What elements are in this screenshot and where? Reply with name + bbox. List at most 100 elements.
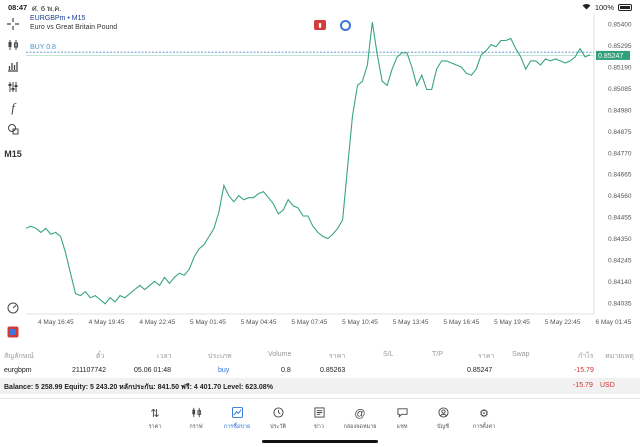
buy-order-label[interactable]: BUY 0.8 [30,44,56,51]
y-tick-label: 0.84875 [608,129,632,136]
nav-news[interactable]: ข่าว [297,407,341,431]
table-header: สัญลักษณ์ ตั๋ว เวลา ประเภท Volume ราคา S… [0,348,640,362]
col-type: ประเภท [208,353,232,360]
col-symbol: สัญลักษณ์ [4,353,34,360]
nav-quotes[interactable]: ⇅ ราคา [133,407,177,431]
row-volume: 0.8 [281,367,291,374]
x-tick-label: 5 May 01:45 [190,319,226,326]
x-tick-label: 5 May 22:45 [545,319,581,326]
chat-icon [380,407,424,421]
battery-icon [618,4,632,11]
wifi-icon [582,3,591,12]
clock: 08:47 [8,3,28,12]
nav-settings-label: การตั้งค่า [472,424,496,430]
chart-badges: ▮ [314,20,351,31]
y-tick-label: 0.85190 [608,65,632,72]
history-clock-icon [256,407,300,421]
signal-ring-icon[interactable] [340,20,351,31]
chart-toolbar: f M15 [0,14,26,344]
nav-quotes-label: ราคา [148,424,162,430]
bars-chart-icon[interactable] [4,58,22,74]
row-open-price: 0.85263 [320,367,346,374]
nav-history-label: ประวัติ [269,424,287,430]
positions-table: สัญลักษณ์ ตั๋ว เวลา ประเภท Volume ราคา S… [0,348,640,396]
arrows-updown-icon: ⇅ [150,408,160,420]
x-tick-label: 4 May 16:45 [38,319,74,326]
row-current-price: 0.85247 [467,367,493,374]
nav-account-label: บัญชี [437,424,449,430]
price-chart[interactable]: EURGBPm • M15 Euro vs Great Britain Poun… [25,14,640,348]
current-price-tag [596,50,630,60]
y-tick-label: 0.85400 [608,22,632,29]
news-icon [297,407,341,421]
row-profit: -15.79 [574,367,594,374]
col-volume: Volume [268,351,292,358]
col-comment: หมายเหตุ [605,353,634,360]
y-tick-label: 0.84245 [608,257,632,264]
timeframe-label[interactable]: M15 [4,149,22,159]
date: ศ. 6 พ.ค. [32,4,62,13]
one-click-trading-icon[interactable] [4,324,22,340]
status-right: 100% [582,3,632,12]
account-icon [421,407,465,421]
x-tick-label: 5 May 07:45 [291,319,327,326]
currency: USD [600,382,615,389]
price-series-line [25,22,591,305]
home-indicator [262,440,378,443]
chart-description: Euro vs Great Britain Pound [30,24,118,31]
row-time: 05.06 01:48 [134,367,171,374]
nav-news-label: ข่าว [314,424,324,430]
total-profit: -15.79 [573,382,593,389]
y-tick-label: 0.85295 [608,43,632,50]
y-tick-label: 0.85085 [608,86,632,93]
y-tick-label: 0.84560 [608,193,632,200]
x-tick-label: 6 May 01:45 [595,319,631,326]
shapes-icon[interactable] [4,121,22,137]
function-icon[interactable]: f [11,100,15,115]
nav-account[interactable]: บัญชี [421,407,465,431]
sliders-icon[interactable] [4,79,22,95]
x-tick-label: 5 May 16:45 [443,319,479,326]
row-ticket: 211107742 [72,367,106,374]
col-open-price: ราคา [329,353,346,360]
candle-icon [174,407,218,421]
y-tick-label: 0.84455 [608,215,632,222]
nav-chat[interactable]: แชท [380,407,424,431]
col-tp: T/P [432,351,443,358]
x-tick-label: 5 May 13:45 [393,319,429,326]
candlestick-icon[interactable] [4,37,22,53]
flag-icon[interactable]: ▮ [314,20,326,30]
row-type: buy [218,367,230,374]
nav-mailbox[interactable]: @ กล่องจดหมาย [338,407,382,431]
nav-chat-label: แชท [396,424,408,430]
col-profit: กำไร [578,353,594,360]
x-tick-label: 5 May 10:45 [342,319,378,326]
x-tick-label: 4 May 22:45 [139,319,175,326]
col-ticket: ตั๋ว [96,353,105,360]
nav-mailbox-label: กล่องจดหมาย [343,424,377,430]
nav-chart-label: กราฟ [189,424,203,430]
nav-chart[interactable]: กราฟ [174,407,218,431]
crosshair-icon[interactable] [4,16,22,32]
status-bar: 08:47 ศ. 6 พ.ค. 100% [0,0,640,14]
trade-chart-icon [215,407,259,421]
settings-gear-icon: ⚙ [479,408,489,420]
balance-summary: Balance: 5 258.99 Equity: 5 243.20 หลักป… [4,384,273,391]
table-row[interactable]: eurgbpm 211107742 05.06 01:48 buy 0.8 0.… [0,364,640,378]
y-tick-label: 0.84770 [608,150,632,157]
bottom-navigation: ⇅ ราคา กราฟ การซื้อขาย ประวัติ ข่าว @ กล… [0,398,640,447]
nav-trade-label: การซื้อขาย [223,424,251,430]
row-symbol: eurgbpm [4,367,32,374]
col-sl: S/L [383,351,394,358]
nav-history[interactable]: ประวัติ [256,407,300,431]
y-tick-label: 0.84980 [608,107,632,114]
x-tick-label: 4 May 19:45 [89,319,125,326]
col-swap: Swap [512,351,530,358]
y-tick-label: 0.84350 [608,236,632,243]
gauge-icon[interactable] [4,300,22,316]
battery-percent: 100% [594,3,614,12]
nav-settings[interactable]: ⚙ การตั้งค่า [462,407,506,431]
current-price-value: 0.85247 [598,53,623,60]
nav-trade[interactable]: การซื้อขาย [215,407,259,431]
x-tick-label: 5 May 04:45 [241,319,277,326]
